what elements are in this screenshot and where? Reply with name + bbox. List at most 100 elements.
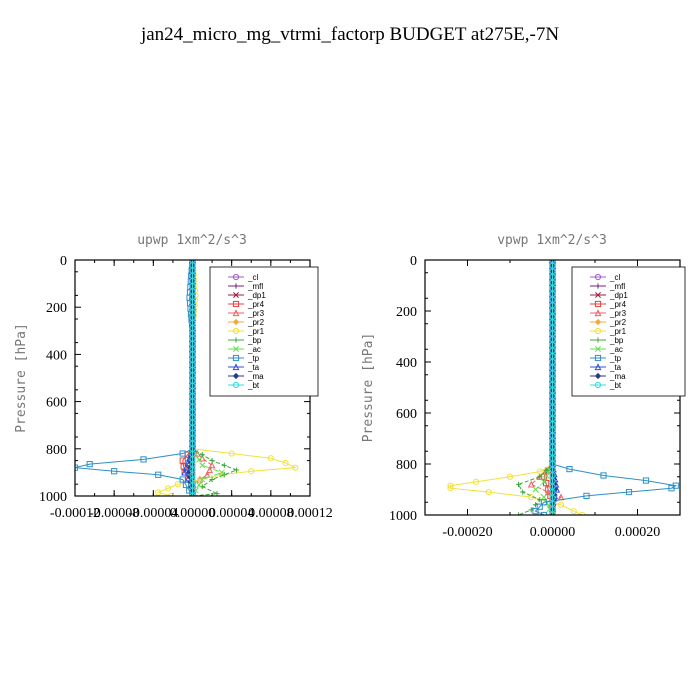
x-tick-label: 0.00004 <box>209 506 255 521</box>
data-point-bp <box>543 467 549 473</box>
legend-label: _pr4 <box>609 300 627 309</box>
legend-label: _dp1 <box>247 291 266 300</box>
x-tick-label: 0.00012 <box>287 506 333 521</box>
data-point-pr1 <box>164 485 172 492</box>
panel-title: vpwp 1xm^2/s^3 <box>497 233 607 248</box>
data-point-tp <box>179 450 186 457</box>
legend-label: _cl <box>609 273 620 282</box>
data-point-bt <box>549 511 556 515</box>
data-point-pr1 <box>447 485 454 492</box>
data-point-pr1 <box>232 327 240 335</box>
legend-label: _pr3 <box>609 309 627 318</box>
data-point-ac <box>199 476 206 483</box>
data-point-pr1 <box>447 482 454 489</box>
legend-label: _bp <box>609 336 624 345</box>
data-point-dp1 <box>233 292 239 298</box>
legend-label: _ta <box>609 363 622 372</box>
panel-vpwp: vpwp 1xm^2/s^3 Pressure [hPa] 0 200 400 600 80… <box>361 233 686 540</box>
data-point-bp <box>199 452 205 458</box>
panel-title: upwp 1xm^2/s^3 <box>137 233 247 248</box>
data-point-ac <box>196 456 202 463</box>
data-point-pr2 <box>232 318 240 326</box>
legend-label: _cl <box>247 273 258 282</box>
data-point-pr1 <box>282 459 289 467</box>
data-point-ac <box>196 482 202 488</box>
legend-label: _ac <box>609 345 623 354</box>
panel-upwp: upwp 1xm^2/s^3 Pressure [hPa] 0 200 400 600 80… <box>14 233 333 521</box>
data-point-bp <box>515 481 522 487</box>
data-point-tp <box>594 354 602 362</box>
data-point-tp <box>642 477 650 484</box>
y-tick-label: 200 <box>396 305 417 320</box>
x-tick-label: 0.00000 <box>530 525 576 540</box>
data-point-tp <box>532 508 539 515</box>
series-line-tp <box>75 260 193 496</box>
data-point-tp <box>600 472 607 479</box>
data-point-bp <box>537 474 543 480</box>
data-point-tp <box>540 499 548 506</box>
data-point-ta <box>181 468 189 476</box>
data-point-cl <box>594 273 602 281</box>
x-tick-label: 0.00008 <box>248 506 294 521</box>
data-point-pr1 <box>472 478 480 485</box>
data-point-pr1 <box>267 455 274 462</box>
legend-label: _mfl <box>609 282 625 291</box>
data-point-pr3 <box>206 466 214 474</box>
data-point-pr1 <box>579 511 586 515</box>
data-point-tp <box>583 492 590 499</box>
y-tick-label: 800 <box>46 443 67 458</box>
data-point-tp <box>566 466 573 473</box>
data-point-cl <box>232 273 240 281</box>
legend: _cl_mfl_dp1_pr4_pr3_pr2_pr1_bp_ac_tp_ta_… <box>209 266 319 397</box>
data-point-pr4 <box>232 300 240 308</box>
data-point-pr1 <box>594 327 602 335</box>
data-point-ac <box>199 462 206 469</box>
data-point-tp <box>182 481 190 489</box>
data-point-mfl <box>595 283 601 289</box>
x-tick-label: 0.00000 <box>170 506 216 521</box>
data-point-pr1 <box>557 501 565 508</box>
series-line-bp <box>192 260 238 496</box>
legend-label: _ma <box>247 372 264 381</box>
data-point-ac <box>541 494 547 501</box>
y-tick-label: 400 <box>46 348 67 363</box>
y-tick-label: 800 <box>396 458 417 473</box>
y-tick-label: 0 <box>410 254 417 269</box>
y-tick-label: 0 <box>60 254 67 269</box>
legend-label: _pr1 <box>247 327 265 336</box>
data-point-pr3 <box>208 461 216 469</box>
data-point-bt <box>594 381 602 389</box>
data-point-pr1 <box>292 464 299 471</box>
data-point-tp <box>155 471 162 478</box>
y-tick-label: 400 <box>396 356 417 371</box>
data-point-bp <box>233 337 239 343</box>
y-axis-label: Pressure [hPa] <box>14 323 29 433</box>
data-point-tp <box>536 503 543 510</box>
legend-label: _pr2 <box>609 318 627 327</box>
legend-label: _bt <box>247 381 260 390</box>
y-tick-label: 1000 <box>39 490 67 505</box>
x-tick-label: -0.00008 <box>89 506 139 521</box>
data-point-ac <box>541 478 547 485</box>
series-line-pr1 <box>450 260 583 515</box>
data-point-bp <box>209 458 215 464</box>
x-tick-label: -0.00020 <box>442 525 492 540</box>
x-tick-label: -0.00004 <box>128 506 178 521</box>
data-point-ma <box>232 372 240 380</box>
legend-label: _pr4 <box>247 300 265 309</box>
x-tick-label: -0.00012 <box>50 506 100 521</box>
data-point-ta <box>232 363 240 371</box>
data-point-ac <box>595 346 601 352</box>
legend-label: _tp <box>609 354 622 363</box>
data-point-ma <box>594 372 602 380</box>
legend-label: _tp <box>247 354 260 363</box>
legend-label: _bt <box>609 381 622 390</box>
data-point-ta <box>594 363 602 371</box>
data-point-pr4 <box>179 457 186 464</box>
data-point-tp <box>140 456 147 463</box>
data-point-tp <box>232 354 240 362</box>
legend-label: _ma <box>609 372 626 381</box>
data-point-tp <box>111 468 118 475</box>
legend-label: _pr1 <box>609 327 627 336</box>
